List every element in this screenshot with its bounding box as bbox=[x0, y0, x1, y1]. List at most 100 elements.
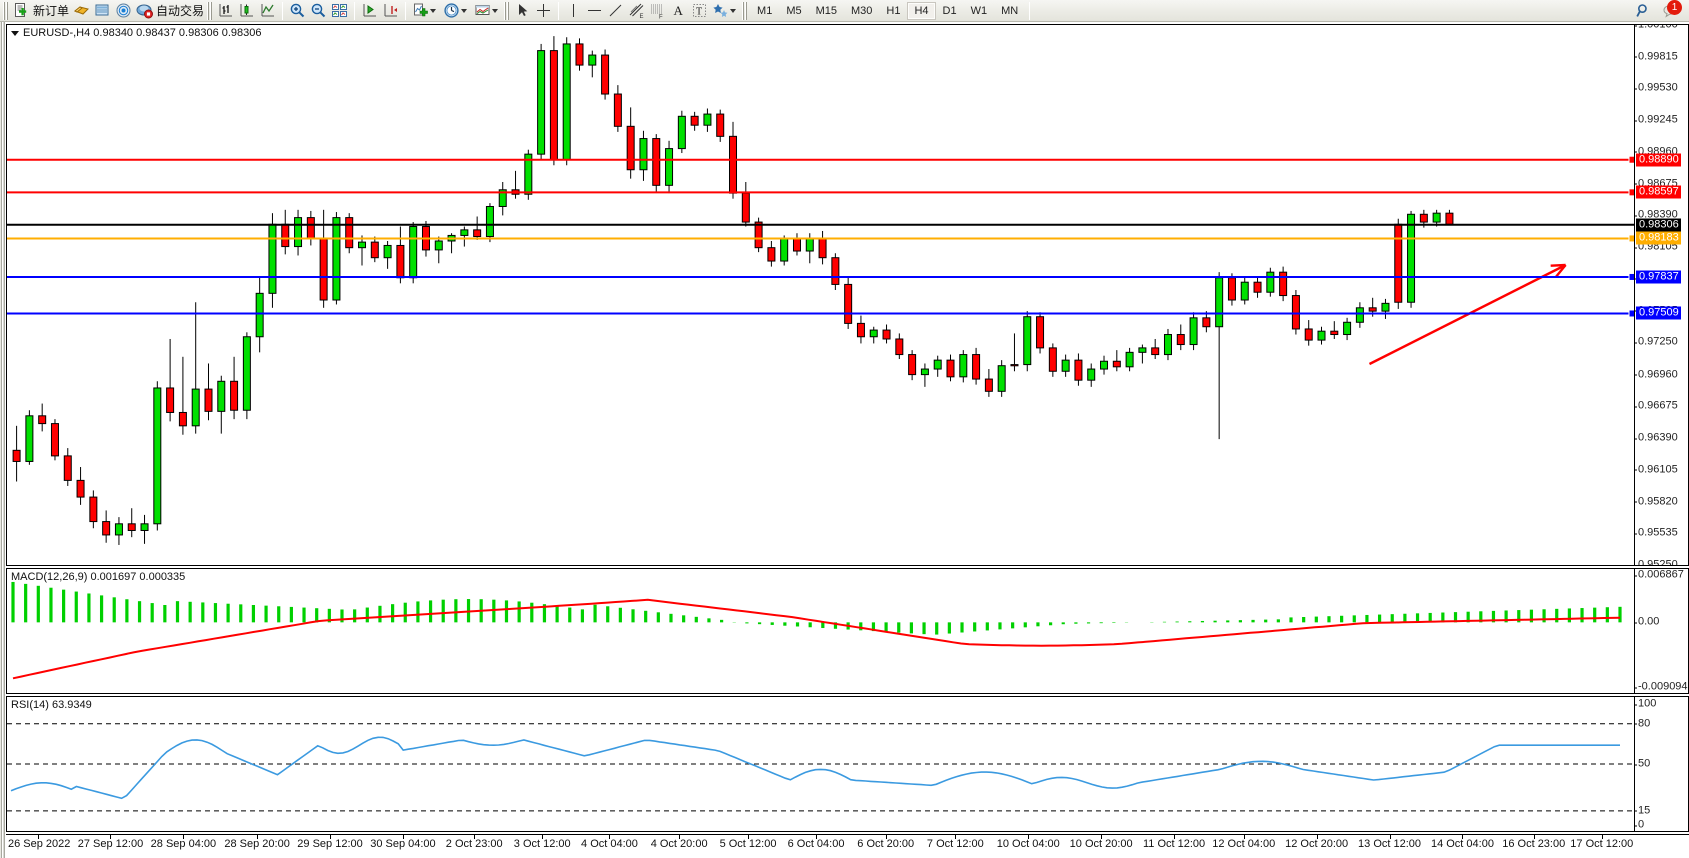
chevron-down-icon[interactable] bbox=[492, 8, 499, 13]
timeframe-h4[interactable]: H4 bbox=[907, 1, 936, 20]
collapse-triangle-icon[interactable] bbox=[11, 30, 19, 36]
uptrend-arrow[interactable] bbox=[1368, 263, 1567, 366]
toolbar-grip-3[interactable] bbox=[504, 1, 510, 20]
price-axis-tick: 0.99815 bbox=[1634, 50, 1678, 63]
macd-axis[interactable]: 0.006867 0.00 -0.009094 bbox=[1633, 568, 1688, 693]
time-axis[interactable]: 26 Sep 2022 27 Sep 12:00 28 Sep 04:00 28 Se… bbox=[6, 834, 1689, 858]
resistance-1-handle[interactable] bbox=[1628, 188, 1636, 197]
price-axis-tick: 0.98960 bbox=[1634, 145, 1678, 158]
time-axis-tick bbox=[110, 835, 112, 839]
price-axis-tick: 0.98675 bbox=[1634, 177, 1678, 190]
add-indicator-button[interactable] bbox=[410, 1, 441, 21]
resistance-2-handle[interactable] bbox=[1628, 155, 1636, 164]
timeframe-m1[interactable]: M1 bbox=[757, 4, 773, 17]
toolbar-separator-2 bbox=[354, 1, 356, 20]
timeframe-d1[interactable]: D1 bbox=[942, 4, 957, 17]
fibonacci-button[interactable]: F bbox=[647, 1, 668, 21]
text-button[interactable]: A bbox=[668, 1, 689, 21]
svg-text:T: T bbox=[696, 7, 702, 18]
price-axis-tick: 0.99245 bbox=[1634, 113, 1678, 126]
macd-axis-tick: 0.006867 bbox=[1634, 568, 1684, 581]
tile-windows-button[interactable] bbox=[329, 1, 350, 21]
zoom-out-button[interactable] bbox=[308, 1, 329, 21]
shapes-button[interactable] bbox=[710, 1, 741, 21]
expert-advisors-button[interactable] bbox=[71, 1, 92, 21]
market-watch-button[interactable] bbox=[92, 1, 113, 21]
time-axis-label: 10 Oct 20:00 bbox=[1069, 838, 1133, 850]
auto-scroll-button[interactable] bbox=[359, 1, 380, 21]
price-axis[interactable]: 1.00100 0.99815 0.99530 0.99245 0.98960 0.986… bbox=[1634, 25, 1688, 565]
zoom-in-icon bbox=[289, 2, 306, 19]
chevron-down-icon[interactable] bbox=[461, 8, 468, 13]
price-axis-tick: 0.96960 bbox=[1634, 368, 1678, 381]
toolbar-grip-4[interactable] bbox=[742, 1, 748, 20]
timeframe-m15[interactable]: M15 bbox=[815, 4, 837, 17]
pivot-price-badge[interactable]: 0.98183 bbox=[1636, 231, 1681, 245]
zoom-in-button[interactable] bbox=[287, 1, 308, 21]
chart-shift-button[interactable] bbox=[380, 1, 401, 21]
chevron-down-icon[interactable] bbox=[730, 8, 737, 13]
auto-trading-icon bbox=[136, 2, 154, 19]
time-axis-tick bbox=[955, 835, 957, 839]
rsi-legend: RSI(14) 63.9349 bbox=[11, 699, 92, 711]
chevron-down-icon[interactable] bbox=[430, 8, 437, 13]
pivot-handle[interactable] bbox=[1628, 234, 1636, 243]
signals-button[interactable] bbox=[113, 1, 134, 21]
rsi-pane[interactable]: RSI(14) 63.9349 100 80 50 15 0 bbox=[6, 696, 1689, 832]
time-axis-label: 13 Oct 12:00 bbox=[1358, 838, 1422, 850]
crosshair-button[interactable] bbox=[533, 1, 554, 21]
price-pane[interactable]: EURUSD-,H4 0.98340 0.98437 0.98306 0.983… bbox=[6, 24, 1689, 566]
timeframe-m5[interactable]: M5 bbox=[786, 4, 802, 17]
timeframe-w1[interactable]: W1 bbox=[970, 4, 988, 17]
time-axis-label: 7 Oct 12:00 bbox=[926, 838, 984, 850]
trendline-icon bbox=[607, 2, 624, 19]
cursor-button[interactable] bbox=[512, 1, 533, 21]
price-axis-tick: 0.95820 bbox=[1634, 495, 1678, 508]
support-2-price-badge[interactable]: 0.97509 bbox=[1636, 306, 1681, 320]
support-2-handle[interactable] bbox=[1628, 309, 1636, 318]
toolbar-grip-2[interactable] bbox=[207, 1, 213, 20]
time-axis-label: 2 Oct 23:00 bbox=[445, 838, 503, 850]
rsi-axis[interactable]: 100 80 50 15 0 bbox=[1633, 697, 1688, 831]
timeframe-m30[interactable]: M30 bbox=[851, 4, 873, 17]
bar-chart-icon bbox=[217, 2, 234, 19]
resistance-1-price-badge[interactable]: 0.98597 bbox=[1636, 185, 1681, 199]
auto-trading-button[interactable]: 自动交易 bbox=[134, 1, 206, 21]
vertical-line-icon bbox=[565, 2, 582, 19]
macd-legend: MACD(12,26,9) 0.001697 0.000335 bbox=[11, 571, 186, 583]
equidistant-channel-icon: E bbox=[628, 2, 645, 20]
chart-area: EURUSD-,H4 0.98340 0.98437 0.98306 0.983… bbox=[0, 22, 1689, 858]
search-button[interactable] bbox=[1633, 1, 1654, 21]
svg-text:E: E bbox=[640, 14, 644, 19]
horizontal-line-button[interactable] bbox=[584, 1, 605, 21]
text-label-button[interactable]: T bbox=[689, 1, 710, 21]
support-1-handle[interactable] bbox=[1628, 272, 1636, 281]
timeframe-mn[interactable]: MN bbox=[1001, 4, 1019, 17]
equidistant-channel-button[interactable]: E bbox=[626, 1, 647, 21]
macd-pane[interactable]: MACD(12,26,9) 0.001697 0.000335 0.006867… bbox=[6, 568, 1689, 694]
vertical-line-button[interactable] bbox=[563, 1, 584, 21]
svg-text:F: F bbox=[659, 15, 663, 20]
time-axis-tick bbox=[474, 835, 476, 839]
toolbar-grip[interactable] bbox=[3, 1, 8, 20]
new-order-button[interactable]: 新订单 bbox=[11, 1, 71, 21]
line-chart-button[interactable] bbox=[257, 1, 278, 21]
trendline-button[interactable] bbox=[605, 1, 626, 21]
bar-chart-button[interactable] bbox=[215, 1, 236, 21]
last-price-price-badge[interactable]: 0.98306 bbox=[1636, 218, 1681, 232]
timeframe-h1[interactable]: H1 bbox=[886, 4, 901, 17]
support-1-price-badge[interactable]: 0.97837 bbox=[1636, 270, 1681, 284]
resistance-2-price-badge[interactable]: 0.98890 bbox=[1636, 153, 1681, 167]
candlestick-chart-button[interactable] bbox=[236, 1, 257, 21]
chart-left-rail[interactable] bbox=[0, 22, 6, 858]
new-order-label: 新订单 bbox=[33, 4, 70, 18]
shapes-icon bbox=[712, 2, 729, 19]
fibonacci-icon: F bbox=[649, 2, 666, 21]
templates-button[interactable] bbox=[472, 1, 503, 21]
notifications-button[interactable]: 1 bbox=[1660, 0, 1682, 21]
horizontal-line-icon bbox=[586, 2, 603, 19]
period-button[interactable] bbox=[441, 1, 472, 21]
price-axis-tick: 0.96675 bbox=[1634, 399, 1678, 412]
expert-advisor-icon bbox=[73, 2, 90, 19]
time-axis-label: 12 Oct 04:00 bbox=[1212, 838, 1276, 850]
